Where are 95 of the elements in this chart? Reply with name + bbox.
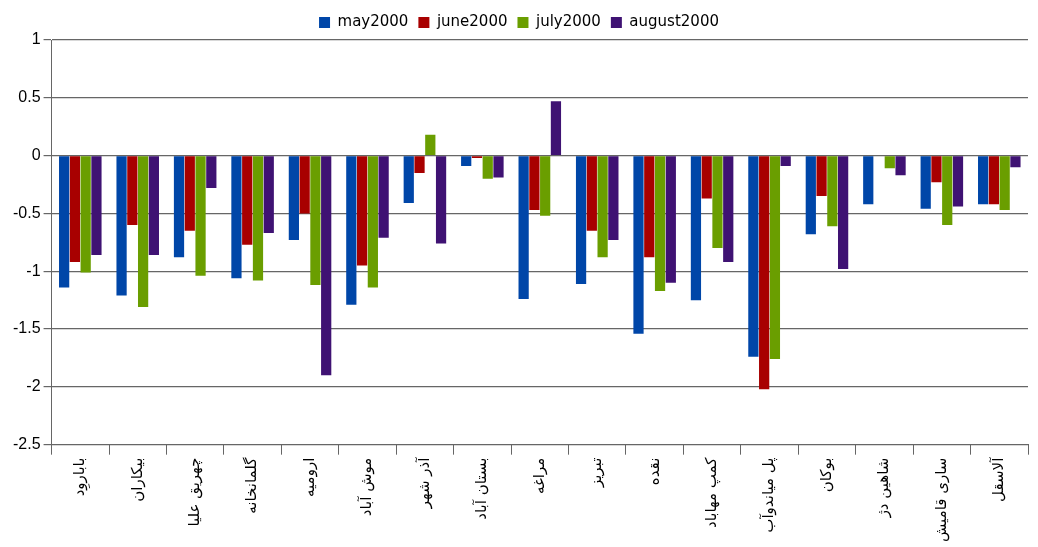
bar: [91, 156, 102, 256]
x-tick-label: مراغه: [529, 457, 548, 495]
bar: [654, 156, 666, 291]
bar: [116, 156, 127, 296]
bar: [884, 156, 895, 169]
x-tick-label: نقده: [644, 457, 663, 486]
bar: [999, 156, 1010, 210]
bar: [952, 156, 964, 207]
legend-label: may2000: [337, 12, 409, 31]
bar: [346, 156, 357, 305]
bar: [138, 156, 149, 308]
bar: [701, 156, 712, 199]
bar: [195, 156, 206, 276]
bar: [310, 156, 321, 286]
x-tick-label: چهریق علیا: [185, 457, 204, 527]
bar: [931, 156, 942, 183]
bar: [644, 156, 655, 258]
bar: [895, 156, 906, 176]
bar: [321, 156, 332, 376]
bar: [575, 156, 587, 284]
legend-label: june2000: [435, 12, 508, 31]
x-tick-label: گلمانخانه: [242, 456, 261, 514]
bar: [597, 156, 608, 258]
x-tick-label: بیکاران: [127, 457, 146, 502]
y-tick-label: -0.5: [12, 203, 41, 221]
bar: [805, 156, 816, 235]
bar: [367, 156, 378, 288]
x-tick-label: شاهین دژ: [874, 457, 893, 519]
x-tick-label: ساری قامیش: [931, 457, 950, 543]
bar: [356, 156, 368, 266]
bar: [988, 156, 1000, 205]
bar: [586, 156, 597, 231]
x-tick-label: باباروِد: [70, 457, 91, 497]
x-tick-label: موش آباد: [357, 457, 376, 517]
bar: [206, 156, 217, 188]
bar: [529, 156, 540, 210]
y-tick-label: -2: [26, 377, 41, 395]
x-tick-label: آلاسقل: [989, 456, 1008, 502]
bar: [173, 156, 185, 258]
y-tick-label: 1: [31, 30, 41, 48]
x-tick-label: آذر شهر: [414, 456, 433, 510]
bar: [838, 156, 849, 269]
bar: [288, 156, 299, 241]
bar: [518, 156, 529, 299]
bar: [414, 156, 425, 173]
legend-label: july2000: [534, 12, 601, 31]
bar: [633, 156, 644, 334]
bar: [299, 156, 310, 214]
bar: [780, 156, 791, 167]
x-tick-label: بوکان: [816, 457, 835, 493]
y-tick-label: -1: [26, 261, 41, 279]
bar: [242, 156, 253, 245]
bar: [184, 156, 195, 231]
x-tick-label: ارومیه: [299, 457, 318, 497]
bar: [827, 156, 838, 227]
bar: [59, 156, 70, 288]
x-tick-label: پل میاندوآب: [759, 457, 779, 533]
y-tick-label: 0: [31, 146, 41, 164]
bar: [461, 156, 472, 167]
bar: [550, 101, 562, 156]
bar: [712, 156, 723, 249]
bar: [608, 156, 619, 241]
bar: [769, 156, 781, 360]
bar: [920, 156, 931, 209]
bar: [978, 156, 989, 205]
bar: [425, 134, 436, 156]
bar: [665, 156, 676, 283]
legend-label: august2000: [629, 12, 719, 31]
bar: [435, 156, 447, 244]
x-tick-label: کمپ مهاباد: [701, 456, 721, 528]
bar: [127, 156, 138, 225]
y-tick-label: -1.5: [12, 319, 41, 337]
bar: [263, 156, 274, 234]
x-tick-label: بستان آباد: [472, 457, 491, 520]
bar: [748, 156, 759, 357]
bar: [252, 156, 264, 281]
bar: [378, 156, 389, 238]
bar: [816, 156, 827, 197]
bar: [482, 156, 493, 179]
bar: [863, 156, 874, 205]
y-tick-label: 0.5: [18, 88, 41, 106]
bar: [942, 156, 953, 225]
bar: [69, 156, 81, 262]
bar: [1010, 156, 1021, 168]
bar: [231, 156, 242, 279]
bar: [540, 156, 551, 216]
bar: [723, 156, 734, 262]
bar: [493, 156, 504, 178]
bar: [403, 156, 414, 204]
bar: [690, 156, 702, 301]
y-tick-label: -2.5: [12, 435, 41, 453]
bar: [759, 156, 770, 390]
bar: [148, 156, 159, 256]
x-tick-label: تبریز: [587, 457, 606, 489]
bar: [80, 156, 91, 273]
